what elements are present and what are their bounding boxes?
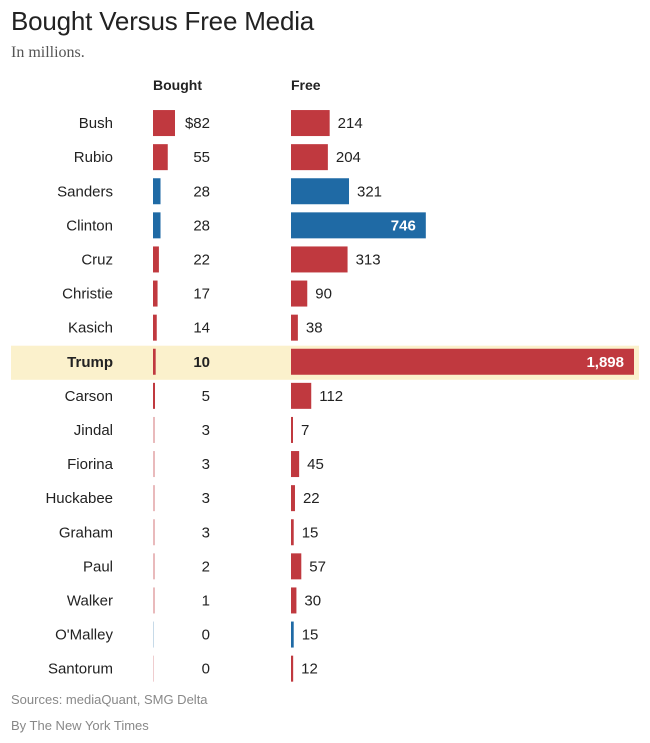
category-label-kasich: Kasich: [68, 320, 113, 337]
free-bar-carson: [291, 382, 312, 409]
bought-bar-clinton: [153, 212, 161, 239]
category-label-fiorina: Fiorina: [67, 456, 114, 473]
bought-value-label-fiorina: 3: [202, 456, 210, 473]
bought-bar-paul: [153, 553, 155, 580]
free-value-label-paul: 57: [309, 558, 326, 575]
byline: By The New York Times: [11, 718, 149, 733]
bought-bar-santorum: [153, 655, 154, 682]
category-label-paul: Paul: [83, 558, 113, 575]
free-bar-christie: [291, 280, 308, 307]
bought-bar-fiorina: [153, 451, 155, 478]
free-value-label-jindal: 7: [301, 422, 309, 439]
category-label-bush: Bush: [79, 115, 113, 132]
free-bar-graham: [291, 519, 294, 546]
free-value-label-kasich: 38: [306, 320, 323, 337]
sources-note: Sources: mediaQuant, SMG Delta: [11, 692, 208, 707]
category-label-trump: Trump: [67, 354, 113, 371]
free-value-label-walker: 30: [304, 592, 321, 609]
category-label-graham: Graham: [59, 524, 113, 541]
bought-value-label-santorum: 0: [202, 661, 210, 678]
free-bar-bush: [291, 110, 330, 137]
bought-bar-bush: [153, 110, 175, 137]
free-bar-cruz: [291, 246, 348, 273]
free-value-label-santorum: 12: [301, 661, 318, 678]
bought-bar-walker: [153, 587, 155, 614]
bought-value-label-kasich: 14: [193, 320, 210, 337]
free-value-label-trump: 1,898: [586, 354, 624, 371]
category-label-rubio: Rubio: [74, 149, 113, 166]
category-label-walker: Walker: [67, 592, 113, 609]
bought-value-label-paul: 2: [202, 558, 210, 575]
bought-bar-cruz: [153, 246, 159, 273]
bought-bar-christie: [153, 280, 158, 307]
category-label-o-malley: O'Malley: [55, 627, 113, 644]
category-label-cruz: Cruz: [81, 251, 113, 268]
free-value-label-fiorina: 45: [307, 456, 324, 473]
bought-value-label-trump: 10: [193, 354, 210, 371]
free-bar-walker: [291, 587, 297, 614]
category-label-jindal: Jindal: [74, 422, 113, 439]
bought-value-label-sanders: 28: [193, 183, 210, 200]
free-value-label-christie: 90: [315, 286, 332, 303]
bought-value-label-carson: 5: [202, 388, 210, 405]
category-label-huckabee: Huckabee: [45, 490, 113, 507]
bought-value-label-o-malley: 0: [202, 627, 210, 644]
free-value-label-rubio: 204: [336, 149, 361, 166]
free-bar-jindal: [291, 416, 293, 443]
bought-value-label-walker: 1: [202, 592, 210, 609]
bought-column-header: Bought: [153, 77, 202, 93]
bought-value-label-rubio: 55: [193, 149, 210, 166]
free-value-label-graham: 15: [302, 524, 319, 541]
bought-bar-sanders: [153, 178, 161, 205]
bought-value-label-graham: 3: [202, 524, 210, 541]
bought-bar-carson: [153, 382, 155, 409]
category-label-santorum: Santorum: [48, 661, 113, 678]
free-value-label-huckabee: 22: [303, 490, 320, 507]
bought-bar-graham: [153, 519, 155, 546]
bought-value-label-christie: 17: [193, 286, 210, 303]
bought-value-label-cruz: 22: [193, 251, 210, 268]
free-bar-huckabee: [291, 485, 295, 512]
category-label-clinton: Clinton: [66, 217, 113, 234]
free-column-header: Free: [291, 77, 321, 93]
free-bar-santorum: [291, 655, 294, 682]
chart-subtitle: In millions.: [11, 44, 85, 61]
bought-bar-huckabee: [153, 485, 155, 512]
free-bar-clinton: [291, 212, 426, 239]
bought-bar-jindal: [153, 416, 155, 443]
category-label-sanders: Sanders: [57, 183, 113, 200]
bought-bar-o-malley: [153, 621, 154, 648]
free-bar-kasich: [291, 314, 298, 341]
free-value-label-carson: 112: [319, 388, 343, 405]
bought-value-label-huckabee: 3: [202, 490, 210, 507]
free-value-label-bush: 214: [338, 115, 363, 132]
free-bar-o-malley: [291, 621, 294, 648]
category-label-christie: Christie: [62, 286, 113, 303]
free-value-label-o-malley: 15: [302, 627, 319, 644]
free-bar-trump: [291, 348, 634, 375]
free-value-label-cruz: 313: [356, 251, 381, 268]
free-bar-paul: [291, 553, 302, 580]
bought-bar-kasich: [153, 314, 157, 341]
category-label-carson: Carson: [65, 388, 113, 405]
free-bar-fiorina: [291, 451, 300, 478]
free-value-label-clinton: 746: [391, 217, 416, 234]
chart-title: Bought Versus Free Media: [11, 6, 315, 36]
bought-bar-rubio: [153, 144, 168, 171]
free-bar-rubio: [291, 144, 328, 171]
free-bar-sanders: [291, 178, 350, 205]
bought-value-label-clinton: 28: [193, 217, 210, 234]
bought-value-label-bush: $82: [185, 115, 210, 132]
bought-value-label-jindal: 3: [202, 422, 210, 439]
free-value-label-sanders: 321: [357, 183, 382, 200]
bought-bar-trump: [153, 348, 156, 375]
